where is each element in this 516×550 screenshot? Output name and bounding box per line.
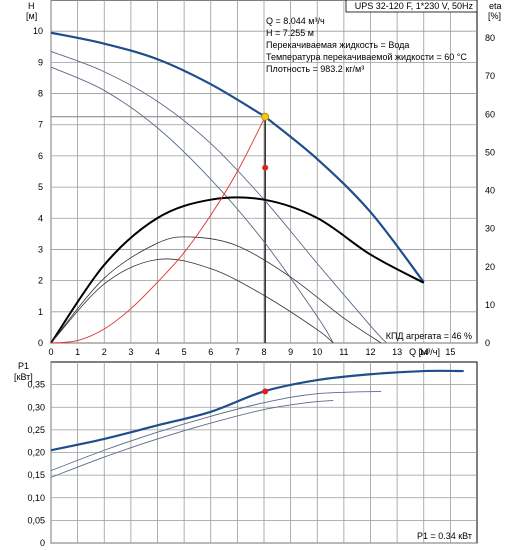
duty-point-marker: [261, 112, 270, 121]
x-tick-label: 0: [48, 347, 53, 357]
head-tick-label: 4: [38, 213, 43, 223]
head-tick-label: 5: [38, 182, 43, 192]
power-tick-label: 0,10: [27, 493, 45, 503]
power-tick-label: 0,25: [27, 425, 45, 435]
head-tick-label: 8: [38, 89, 43, 99]
eta-tick-label: 10: [485, 300, 495, 310]
x-tick-label: 4: [155, 347, 160, 357]
power-note: P1 = 0.34 кВт: [417, 531, 472, 541]
curve-eta-speed1: [50, 258, 334, 344]
x-tick-label: 15: [445, 347, 455, 357]
head-grid: [50, 0, 477, 344]
power-tick-label: 0,30: [27, 402, 45, 412]
x-tick-label: 7: [235, 347, 240, 357]
head-axis-label-line2: [м]: [26, 11, 37, 21]
x-tick-label: 6: [208, 347, 213, 357]
eta-tick-label: 50: [485, 147, 495, 157]
x-tick-label: 3: [128, 347, 133, 357]
eta-tick-label: 30: [485, 224, 495, 234]
head-tick-labels: 0 1 2 3 4 5 6 7 8 9 10 11 12 13 14 15012345678910010203…: [33, 26, 495, 357]
eta-tick-label: 20: [485, 262, 495, 272]
x-tick-label: 5: [182, 347, 187, 357]
head-axis-label-line1: H: [28, 1, 35, 11]
x-tick-label: 1: [75, 347, 80, 357]
curve-eta-max: [50, 196, 425, 344]
power-series: [50, 369, 464, 478]
x-tick-label: 12: [365, 347, 375, 357]
head-tick-label: 0: [38, 338, 43, 348]
info-line-flow: Q = 8.044 м³/ч: [266, 16, 325, 26]
head-chart: 0 1 2 3 4 5 6 7 8 9 10 11 12 13 14 15012345678910010203…: [26, 0, 502, 357]
eta-tick-label: 60: [485, 109, 495, 119]
eta-tick-label: 80: [485, 33, 495, 43]
eta-axis-label-line1: eta: [489, 1, 502, 11]
power-axis-label-line2: [кВт]: [14, 372, 33, 382]
power-tick-label: 0,05: [27, 515, 45, 525]
info-line-head: H = 7.255 м: [266, 28, 314, 38]
eta-axis-label-line2: [%]: [488, 11, 501, 21]
info-line-density: Плотность = 983.2 кг/м³: [266, 64, 364, 74]
curve-head-speed2: [50, 51, 387, 344]
head-tick-label: 3: [38, 244, 43, 254]
power-axis-label-line1: P1: [18, 361, 29, 371]
power-tick-label: 0: [40, 538, 45, 548]
head-tick-label: 9: [38, 57, 43, 67]
eta-tick-label: 0: [485, 338, 490, 348]
x-tick-label: 9: [288, 347, 293, 357]
x-tick-label: 10: [312, 347, 322, 357]
efficiency-note: КПД агрегата = 46 %: [386, 331, 472, 341]
pump-title: UPS 32-120 F, 1*230 V, 50Hz: [355, 1, 474, 11]
curve-p1-speed2: [50, 390, 382, 472]
x-tick-label: 2: [102, 347, 107, 357]
curve-head-speed1: [50, 66, 334, 344]
power-tick-label: 0,35: [27, 380, 45, 390]
curve-system-curve: [50, 116, 266, 344]
head-tick-label: 10: [33, 26, 43, 36]
curve-eta-speed2: [50, 236, 382, 344]
head-tick-label: 7: [38, 120, 43, 130]
eta-tick-label: 40: [485, 186, 495, 196]
head-series: [50, 31, 425, 344]
efficiency-marker: [262, 164, 269, 171]
x-tick-label: 8: [261, 347, 266, 357]
head-tick-label: 6: [38, 151, 43, 161]
eta-tick-label: 70: [485, 71, 495, 81]
power-chart: 0 0,05 0,10 0,15 0,20 0,25 0,30 0,35 P1 [кВт] P…: [14, 361, 478, 548]
x-tick-label: 13: [392, 347, 402, 357]
power-grid: [50, 362, 477, 544]
curve-p1-speed1: [50, 400, 334, 478]
power-tick-label: 0,20: [27, 448, 45, 458]
power-tick-label: 0,15: [27, 470, 45, 480]
info-line-liquid: Перекачиваемая жидкость = Вода: [266, 40, 409, 50]
power-tick-labels: 0 0,05 0,10 0,15 0,20 0,25 0,30 0,35: [27, 380, 45, 548]
info-line-temperature: Температура перекачиваемой жидкости = 60…: [266, 52, 467, 62]
head-tick-label: 2: [38, 276, 43, 286]
q-axis-label: Q [м³/ч]: [409, 347, 440, 357]
power-marker: [262, 388, 269, 395]
x-tick-label: 14: [419, 347, 429, 357]
pump-title-box: [345, 0, 478, 13]
x-tick-label: 11: [339, 347, 348, 357]
curve-p1-max: [50, 369, 464, 452]
head-tick-label: 1: [38, 307, 43, 317]
